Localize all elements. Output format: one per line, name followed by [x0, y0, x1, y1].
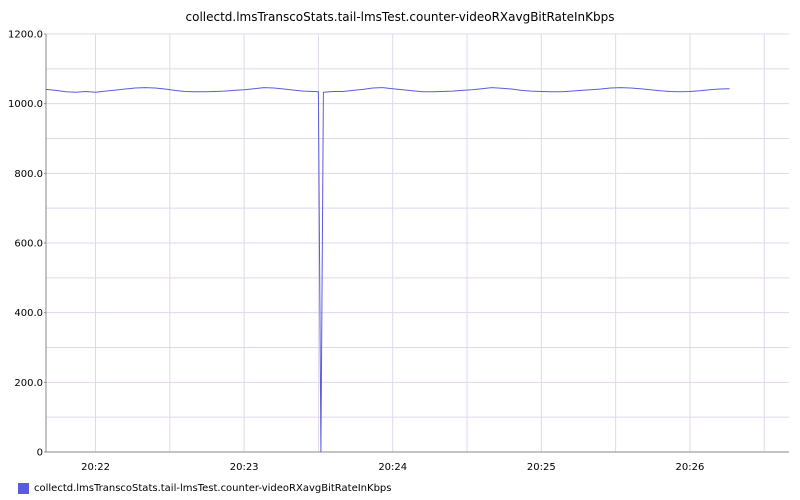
series-line-0 [45, 87, 730, 453]
series-group [45, 87, 730, 453]
x-tick-label: 20:23 [230, 462, 259, 473]
x-tick-label: 20:25 [527, 462, 556, 473]
y-tick-label: 0 [37, 448, 43, 459]
y-tick-label: 1000.0 [8, 99, 43, 110]
x-tick-label: 20:26 [676, 462, 705, 473]
y-tick-label: 600.0 [14, 239, 43, 250]
x-tick-label: 20:24 [378, 462, 407, 473]
x-axis: 20:22 20:23 20:24 20:25 20:26 [46, 451, 789, 473]
chart-title: collectd.lmsTranscoStats.tail-lmsTest.co… [186, 10, 615, 24]
y-tick-label: 1200.0 [8, 30, 43, 41]
y-axis: 0 200.0 400.0 600.0 800.0 1000.0 1200.0 [8, 30, 47, 459]
y-tick-label: 800.0 [14, 169, 43, 180]
legend-label: collectd.lmsTranscoStats.tail-lmsTest.co… [34, 482, 392, 494]
legend: collectd.lmsTranscoStats.tail-lmsTest.co… [18, 481, 392, 495]
y-tick-label: 200.0 [14, 378, 43, 389]
grid [46, 33, 789, 452]
x-tick-label: 20:22 [81, 462, 110, 473]
y-tick-label: 400.0 [14, 308, 43, 319]
legend-swatch [18, 482, 29, 494]
